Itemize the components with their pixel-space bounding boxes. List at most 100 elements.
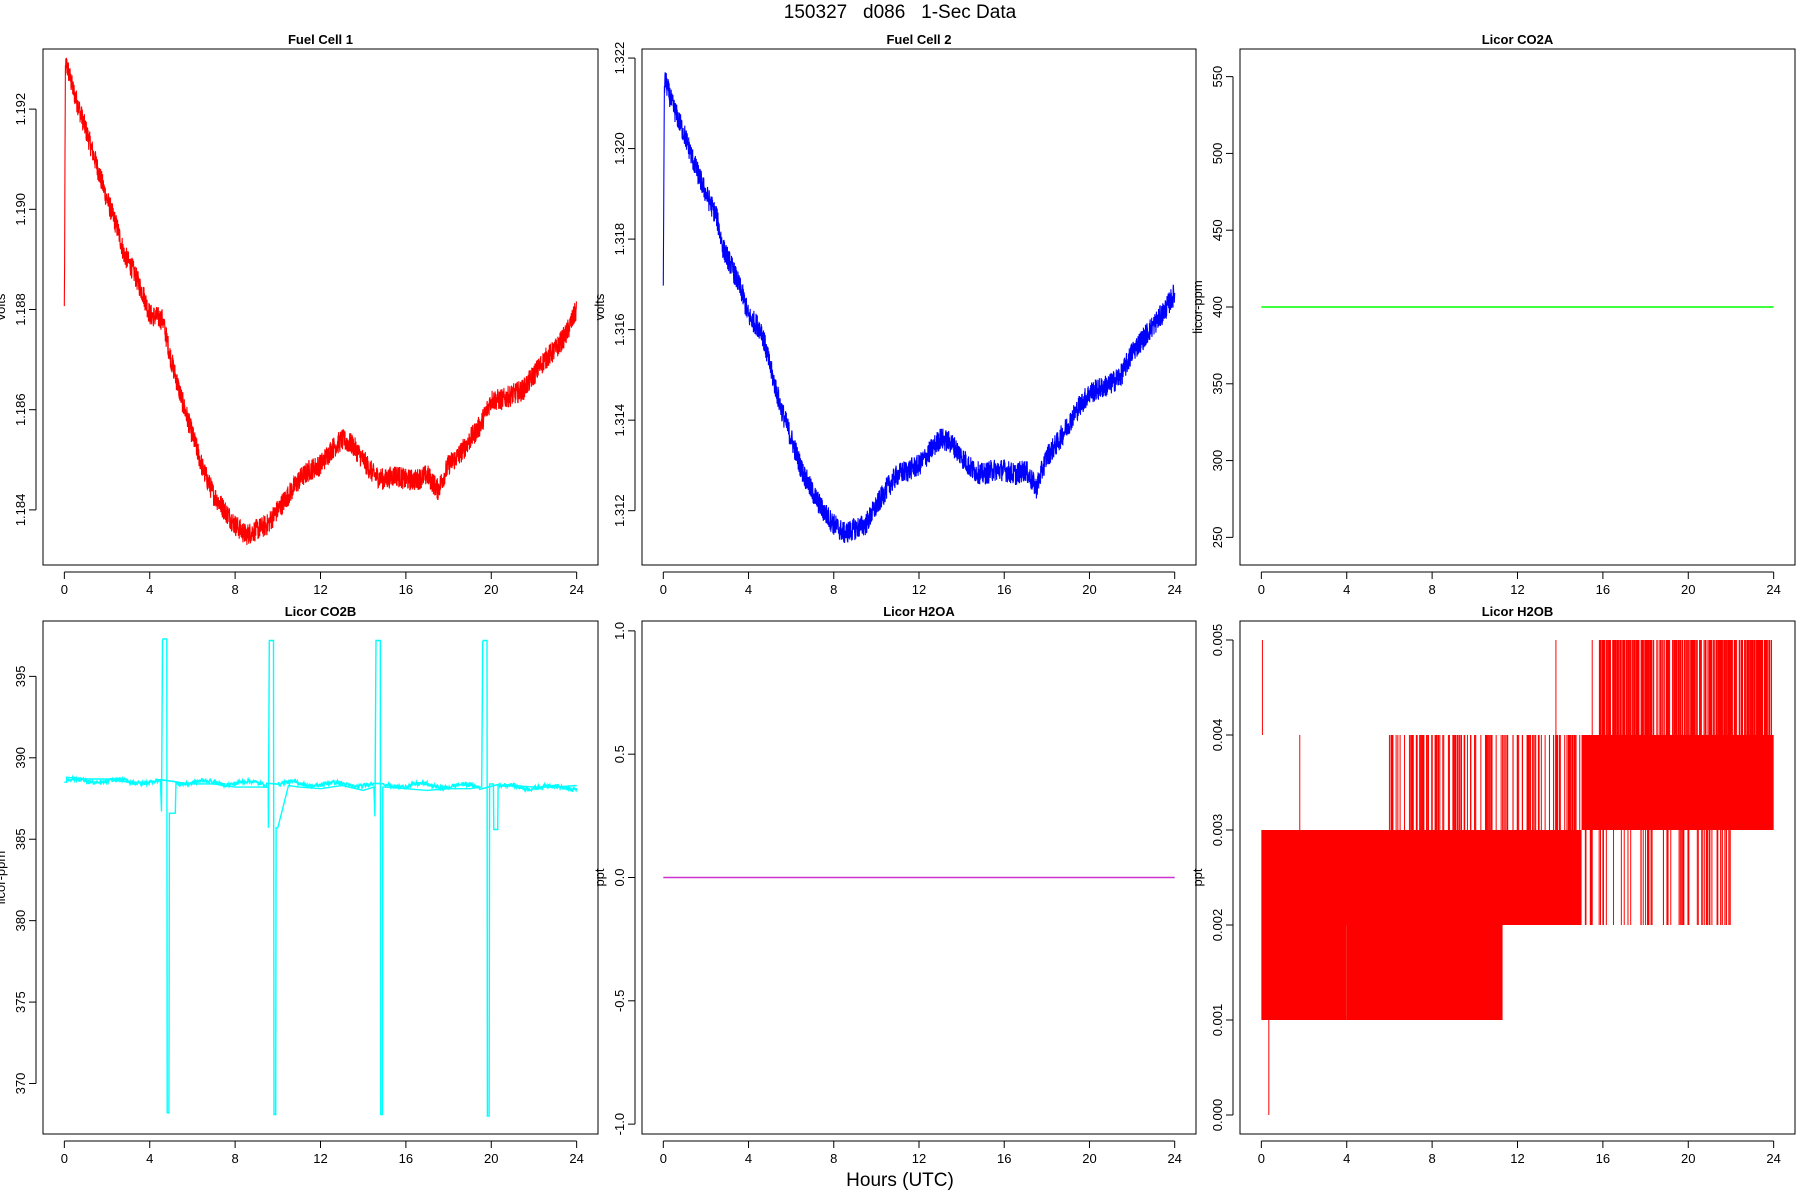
x-tick-label: 24 — [1167, 1151, 1181, 1166]
chart-panel-4: Licor CO2B licor-ppm 0 4 8 12 16 20 24 370 375 380 3… — [0, 604, 599, 1166]
chart-title: Fuel Cell 2 — [886, 32, 951, 47]
y-tick-label: 1.322 — [612, 42, 627, 75]
x-tick-label: 24 — [569, 582, 583, 597]
chart-panel-3: Licor CO2A licor-ppm 0 4 8 12 16 20 24 250 300 350 4… — [1190, 32, 1796, 597]
y-tick-label: 1.190 — [13, 193, 28, 226]
plot-frame — [1239, 620, 1796, 1135]
chart-title: Fuel Cell 1 — [288, 32, 353, 47]
y-tick-label: 0.002 — [1210, 909, 1225, 942]
x-tick-label: 12 — [313, 582, 327, 597]
data-band — [1263, 830, 1339, 1020]
x-tick-label: 0 — [1258, 1151, 1265, 1166]
chart-panel-6: Licor H2OB ppt 0 4 8 12 16 20 24 0.000 0.001 0.002 0… — [1190, 604, 1796, 1166]
y-tick-label: 0.003 — [1210, 814, 1225, 847]
chart-panel-1: Fuel Cell 1 volts 0 4 8 12 16 20 24 1.184 1.186 1.1… — [0, 32, 599, 597]
x-tick-label: 20 — [1681, 582, 1695, 597]
data-layer — [64, 638, 578, 1117]
y-tick-label: 1.0 — [612, 622, 627, 640]
y-tick-label: 1.312 — [612, 494, 627, 527]
y-tick-label: 250 — [1210, 527, 1225, 549]
x-tick-label: 8 — [830, 1151, 837, 1166]
y-axis-label: licor-ppm — [1190, 280, 1205, 333]
x-tick-label: 0 — [61, 1151, 68, 1166]
y-tick-label: 350 — [1210, 373, 1225, 395]
y-tick-label: 400 — [1210, 296, 1225, 318]
y-tick-label: 0.005 — [1210, 624, 1225, 657]
y-tick-label: 1.314 — [612, 404, 627, 437]
y-axis-label: volts — [592, 293, 607, 320]
x-tick-label: 12 — [1510, 1151, 1524, 1166]
x-tick-label: 16 — [399, 1151, 413, 1166]
x-tick-label: 4 — [745, 582, 752, 597]
y-tick-label: 375 — [13, 991, 28, 1013]
series-line — [64, 638, 577, 1117]
x-tick-label: 24 — [1766, 582, 1780, 597]
y-tick-label: 1.318 — [612, 223, 627, 256]
x-tick-label: 4 — [1343, 582, 1350, 597]
y-tick-label: 550 — [1210, 66, 1225, 88]
chart-title: Licor H2OB — [1482, 604, 1554, 619]
y-axis-label: ppt — [592, 868, 607, 886]
x-tick-label: 24 — [1167, 582, 1181, 597]
x-tick-label: 12 — [313, 1151, 327, 1166]
x-tick-label: 16 — [1596, 1151, 1610, 1166]
global-x-axis-label: Hours (UTC) — [846, 1170, 954, 1191]
x-tick-label: 16 — [997, 1151, 1011, 1166]
y-tick-label: 385 — [13, 828, 28, 850]
y-axis-label: ppt — [1190, 868, 1205, 886]
x-tick-label: 24 — [569, 1151, 583, 1166]
x-tick-label: 4 — [146, 582, 153, 597]
x-tick-label: 8 — [231, 1151, 238, 1166]
x-tick-label: 20 — [484, 582, 498, 597]
x-tick-label: 20 — [1681, 1151, 1695, 1166]
x-tick-label: 20 — [484, 1151, 498, 1166]
y-tick-label: 1.188 — [13, 293, 28, 326]
x-tick-label: 4 — [745, 1151, 752, 1166]
data-layer — [1261, 640, 1774, 1115]
series-line — [662, 72, 1176, 543]
data-band — [1581, 735, 1774, 830]
y-tick-label: 0.004 — [1210, 719, 1225, 752]
x-tick-label: 4 — [146, 1151, 153, 1166]
data-band — [1338, 830, 1556, 925]
y-tick-label: 0.5 — [612, 745, 627, 763]
x-tick-label: 24 — [1766, 1151, 1780, 1166]
y-tick-label: 1.320 — [612, 132, 627, 165]
y-tick-label: 500 — [1210, 143, 1225, 165]
x-tick-label: 8 — [1428, 582, 1435, 597]
x-tick-label: 0 — [660, 582, 667, 597]
chart-title: Licor CO2A — [1482, 32, 1554, 47]
plot-frame — [42, 620, 599, 1135]
data-layer — [63, 57, 578, 546]
x-tick-label: 12 — [912, 582, 926, 597]
y-tick-label: 300 — [1210, 450, 1225, 472]
x-tick-label: 8 — [1428, 1151, 1435, 1166]
plot-frame — [1239, 48, 1796, 566]
y-axis-label: volts — [0, 293, 8, 320]
y-tick-label: 0.0 — [612, 868, 627, 886]
y-tick-label: 390 — [13, 747, 28, 769]
plot-frame — [641, 48, 1197, 566]
y-tick-label: 380 — [13, 910, 28, 932]
chart-panel-2: Fuel Cell 2 volts 0 4 8 12 16 20 24 1.312 1.314 1.3… — [592, 32, 1197, 597]
y-tick-label: 450 — [1210, 219, 1225, 241]
x-tick-label: 0 — [660, 1151, 667, 1166]
plot-frame — [641, 620, 1197, 1135]
y-tick-label: 0.000 — [1210, 1099, 1225, 1132]
plot-frame — [42, 48, 599, 566]
chart-title: Licor H2OA — [883, 604, 955, 619]
x-tick-label: 20 — [1082, 582, 1096, 597]
x-tick-label: 0 — [61, 582, 68, 597]
x-tick-label: 8 — [231, 582, 238, 597]
figure-title: 150327 d086 1-Sec Data — [783, 2, 1017, 23]
series-line — [63, 57, 578, 546]
x-tick-label: 16 — [399, 582, 413, 597]
x-tick-label: 16 — [1596, 582, 1610, 597]
y-tick-label: 370 — [13, 1073, 28, 1095]
y-tick-label: 1.192 — [13, 93, 28, 126]
chart-title: Licor CO2B — [285, 604, 357, 619]
y-tick-label: -0.5 — [612, 990, 627, 1012]
y-tick-label: -1.0 — [612, 1113, 627, 1135]
y-tick-label: 0.001 — [1210, 1004, 1225, 1037]
